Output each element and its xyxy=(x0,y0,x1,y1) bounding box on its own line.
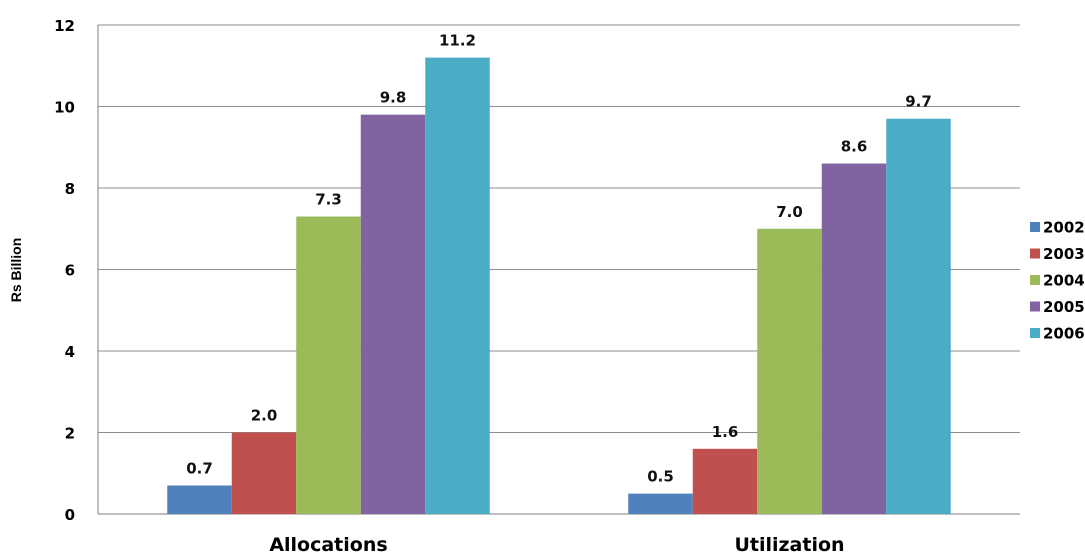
legend-swatch xyxy=(1030,328,1040,338)
bar-allocations-2005-06 xyxy=(360,114,426,515)
legend-swatch xyxy=(1030,248,1040,259)
legend-label: 2004-05 xyxy=(1043,272,1085,290)
data-label: 8.6 xyxy=(841,138,868,156)
data-label: 7.0 xyxy=(776,203,803,221)
data-label: 9.7 xyxy=(905,93,932,111)
data-labels: 0.7 2.0 7.3 9.8 11.2 0.5 1.6 7.0 8.6 9.7 xyxy=(186,32,932,486)
y-tick-label: 4 xyxy=(65,343,75,361)
legend-label: 2005-06 xyxy=(1043,298,1085,316)
data-label: 2.0 xyxy=(251,407,278,425)
x-axis-categories: Allocations Utilization xyxy=(269,534,844,556)
bar-utilization-2004-05 xyxy=(757,228,822,514)
data-label: 1.6 xyxy=(712,423,739,441)
bar-utilization-2003-04 xyxy=(692,448,758,514)
legend-label: 2003-04 xyxy=(1043,245,1085,263)
y-tick-label: 2 xyxy=(65,425,75,443)
bars xyxy=(167,57,951,515)
category-label-allocations: Allocations xyxy=(269,534,387,556)
y-axis-ticks: 0 2 4 6 8 10 12 xyxy=(54,17,75,524)
data-label: 9.8 xyxy=(380,89,407,107)
y-tick-label: 8 xyxy=(65,180,75,198)
data-label: 0.5 xyxy=(647,468,674,486)
bar-allocations-2002-03 xyxy=(167,485,232,514)
bar-allocations-2003-04 xyxy=(231,432,297,514)
bar-utilization-2006-07 xyxy=(886,118,951,514)
legend-swatch xyxy=(1030,222,1040,232)
y-tick-label: 12 xyxy=(54,17,75,35)
category-label-utilization: Utilization xyxy=(734,534,844,556)
y-tick-label: 6 xyxy=(65,262,75,280)
legend-swatch xyxy=(1030,275,1040,285)
bar-utilization-2002-03 xyxy=(628,493,693,514)
data-label: 0.7 xyxy=(186,459,213,477)
legend-label: 2002-03 xyxy=(1043,219,1085,237)
y-tick-label: 0 xyxy=(65,506,75,524)
legend-swatch xyxy=(1030,301,1040,312)
bar-utilization-2005-06 xyxy=(821,163,887,515)
bar-allocations-2006-07 xyxy=(425,57,490,514)
data-label: 11.2 xyxy=(439,32,476,50)
y-axis-title: Rs Billion xyxy=(8,238,24,303)
legend-label: 2006-07 xyxy=(1043,325,1085,343)
bar-allocations-2004-05 xyxy=(296,216,361,514)
data-label: 7.3 xyxy=(315,191,342,209)
y-tick-label: 10 xyxy=(54,99,75,117)
legend: 2002-03 2003-04 2004-05 2005-06 2006-07 xyxy=(1030,219,1085,343)
